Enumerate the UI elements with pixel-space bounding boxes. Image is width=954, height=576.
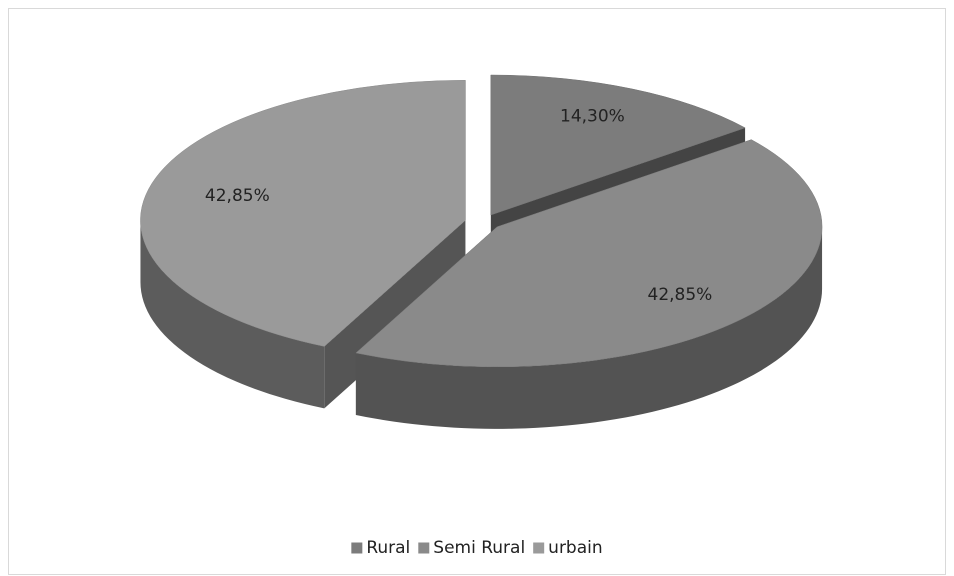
slice-wall bbox=[140, 220, 325, 409]
legend-label: Semi Rural bbox=[433, 538, 525, 558]
slice-top bbox=[140, 80, 466, 347]
slice-wall bbox=[355, 226, 823, 429]
slice-top bbox=[490, 74, 746, 216]
data-label: 42,85% bbox=[648, 285, 713, 305]
legend-swatch bbox=[418, 542, 430, 554]
data-label: 14,30% bbox=[560, 107, 625, 127]
legend-swatch bbox=[533, 542, 545, 554]
slice bbox=[355, 139, 823, 429]
legend-swatch bbox=[351, 542, 363, 554]
data-label: 42,85% bbox=[205, 186, 270, 206]
legend-label: urbain bbox=[548, 538, 602, 558]
legend-label: Rural bbox=[366, 538, 410, 558]
slice-top bbox=[355, 139, 823, 368]
